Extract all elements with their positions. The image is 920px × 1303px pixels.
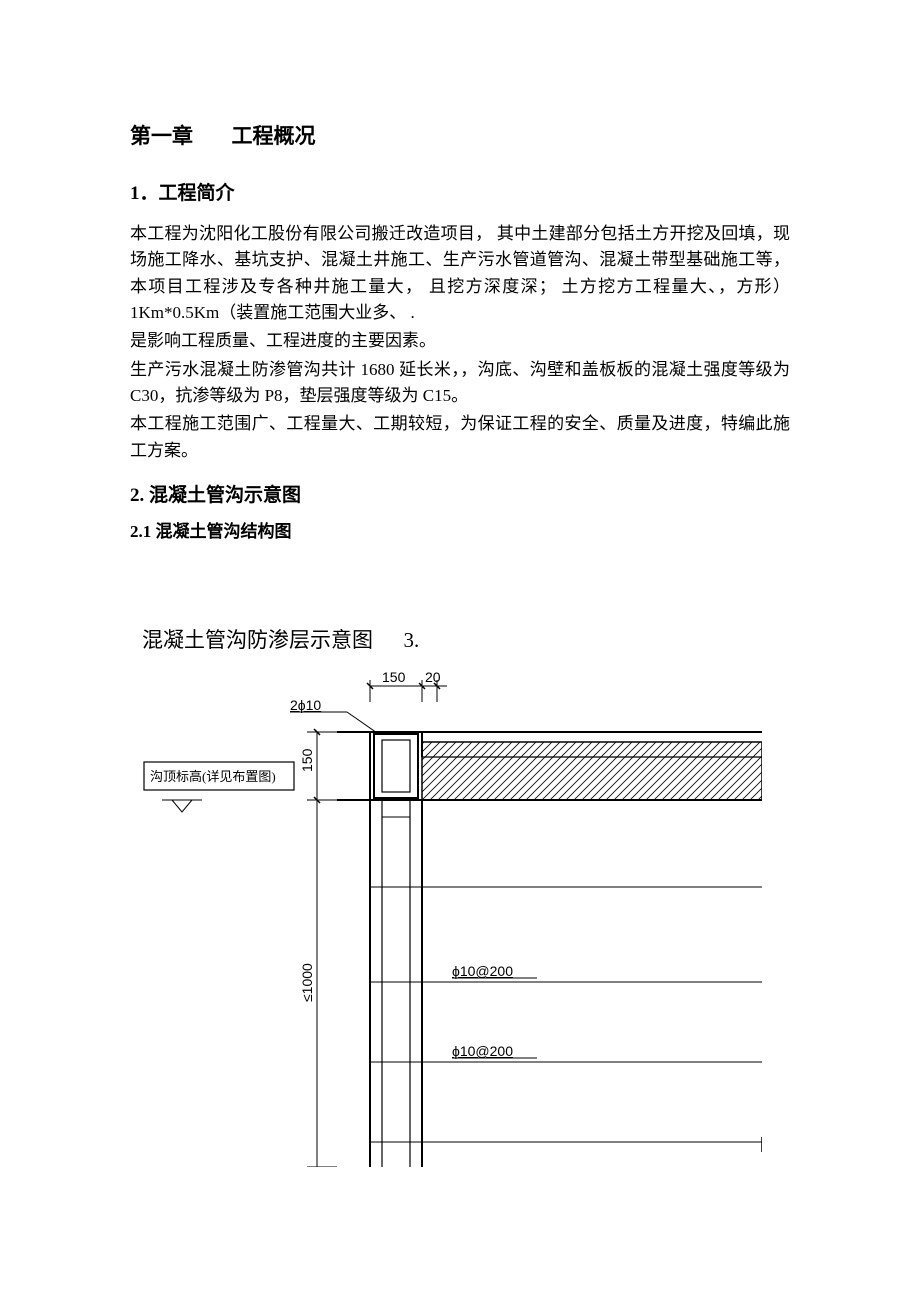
svg-text:≤1000: ≤1000 [299, 963, 315, 1002]
svg-text:20: 20 [425, 672, 441, 685]
dim-left-150: 150 [299, 729, 337, 803]
paragraph-3: 生产污水混凝土防渗管沟共计 1680 延长米，，沟底、沟壁和盖板板的混凝土强度等… [130, 357, 790, 410]
chapter-num: 第一章 [130, 124, 193, 148]
svg-text:150: 150 [299, 749, 315, 773]
svg-text:2ϕ10: 2ϕ10 [290, 697, 321, 713]
elevation-note: 沟顶标高(详见布置图) [144, 762, 294, 812]
dim-left-1000: ≤1000 [299, 800, 337, 1167]
svg-text:150: 150 [382, 672, 406, 685]
section-2-title: 2. 混凝土管沟示意图 [130, 480, 790, 507]
section-2-1-title: 2.1 混凝土管沟结构图 [130, 517, 790, 542]
chapter-name: 工程概况 [232, 124, 316, 148]
svg-text:ϕ10@200: ϕ10@200 [452, 1043, 513, 1059]
section-1-title: 1．工程简介 [130, 178, 790, 205]
rebar-label-2: ϕ10@200 [452, 1043, 537, 1059]
svg-text:沟顶标高(详见布置图): 沟顶标高(详见布置图) [150, 769, 276, 784]
diagram-canvas: 150 20 2ϕ10 沟顶标高(详见布置图) 150 ≤1000 [142, 672, 762, 1167]
figure-num: 3. [404, 628, 420, 652]
cover-slab [337, 732, 762, 800]
dim-top-150: 150 [367, 672, 425, 702]
dim-top-20: 20 [422, 672, 447, 702]
paragraph-1: 本工程为沈阳化工股份有限公司搬迁改造项目， 其中土建部分包括土方开挖及回填，现场… [130, 221, 790, 326]
chapter-title: 第一章 工程概况 [130, 120, 790, 150]
paragraph-2: 是影响工程质量、工程进度的主要因素。 [130, 328, 790, 354]
figure-title: 混凝土管沟防渗层示意图 3. [142, 624, 790, 654]
figure-label: 混凝土管沟防渗层示意图 [142, 628, 373, 652]
trench-wall [370, 800, 762, 1167]
svg-text:ϕ10@200: ϕ10@200 [452, 963, 513, 979]
paragraph-4: 本工程施工范围广、工程量大、工期较短，为保证工程的安全、质量及进度，特编此施工方… [130, 411, 790, 464]
rebar-label-1: ϕ10@200 [452, 963, 537, 979]
